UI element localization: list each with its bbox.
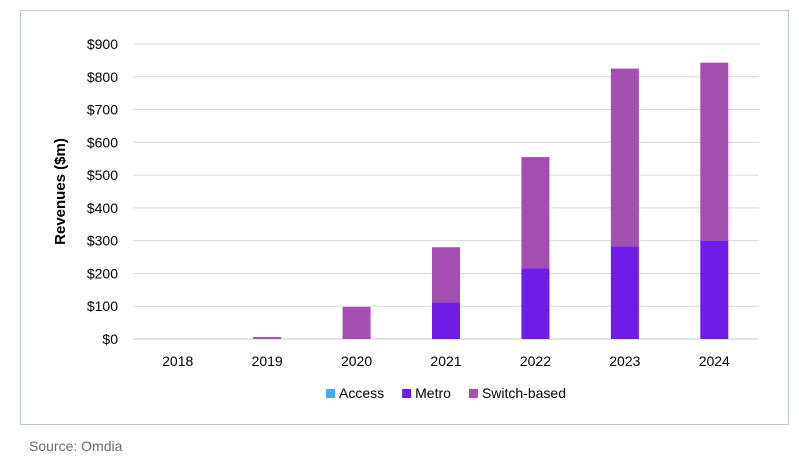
y-axis-tick-labels: $0 $100 $200 $300 $400 $500 $600 $700 $800 $900 (87, 36, 118, 347)
source-note: Source: Omdia (29, 438, 123, 454)
y-tick-label: $700 (87, 102, 118, 118)
x-tick-label: 2024 (699, 353, 730, 369)
bar-switch-based-2021 (432, 247, 460, 303)
bar-metro-2022 (521, 268, 550, 339)
bar-switch-based-2019 (253, 337, 282, 339)
legend: Access Metro Switch-based (326, 385, 566, 401)
legend-swatch (402, 389, 412, 398)
bar-switch-based-2022 (521, 157, 550, 269)
legend-label: Metro (415, 385, 451, 401)
bar-metro-2024 (700, 240, 729, 339)
bar-switch-based-2020 (342, 306, 371, 339)
legend-item-access: Access (326, 385, 384, 401)
legend-label: Access (339, 385, 384, 401)
x-tick-label: 2022 (520, 353, 551, 369)
x-tick-label: 2019 (252, 353, 283, 369)
legend-item-metro: Metro (402, 385, 451, 401)
y-tick-label: $200 (87, 265, 118, 281)
y-tick-label: $400 (87, 200, 118, 216)
x-axis-tick-labels: 2018 2019 2020 2021 2022 2023 2024 (162, 353, 730, 369)
y-tick-label: $800 (87, 69, 118, 85)
bar-switch-based-2024 (700, 62, 729, 241)
bar-metro-2023 (610, 246, 639, 339)
y-tick-label: $500 (87, 167, 118, 183)
bar-switch-based-2023 (610, 68, 639, 247)
stacked-bar-chart: $0 $100 $200 $300 $400 $500 $600 $700 $800 $900 2… (52, 36, 759, 401)
y-tick-label: $600 (87, 134, 118, 150)
x-tick-label: 2020 (341, 353, 372, 369)
legend-swatch (326, 389, 336, 398)
legend-swatch (468, 389, 478, 398)
bar-metro-2021 (432, 302, 460, 339)
y-tick-label: $300 (87, 233, 118, 249)
bars (253, 62, 729, 339)
x-tick-label: 2023 (609, 353, 640, 369)
legend-item-switch-based: Switch-based (468, 385, 566, 401)
y-tick-label: $0 (102, 331, 118, 347)
x-tick-label: 2018 (162, 353, 193, 369)
x-tick-label: 2021 (430, 353, 461, 369)
y-tick-label: $100 (87, 298, 118, 314)
y-tick-label: $900 (87, 36, 118, 52)
legend-label: Switch-based (482, 385, 566, 401)
chart-frame: $0 $100 $200 $300 $400 $500 $600 $700 $800 $900 2… (20, 10, 789, 425)
y-axis-label: Revenues ($m) (52, 138, 69, 245)
gridlines (133, 43, 759, 307)
